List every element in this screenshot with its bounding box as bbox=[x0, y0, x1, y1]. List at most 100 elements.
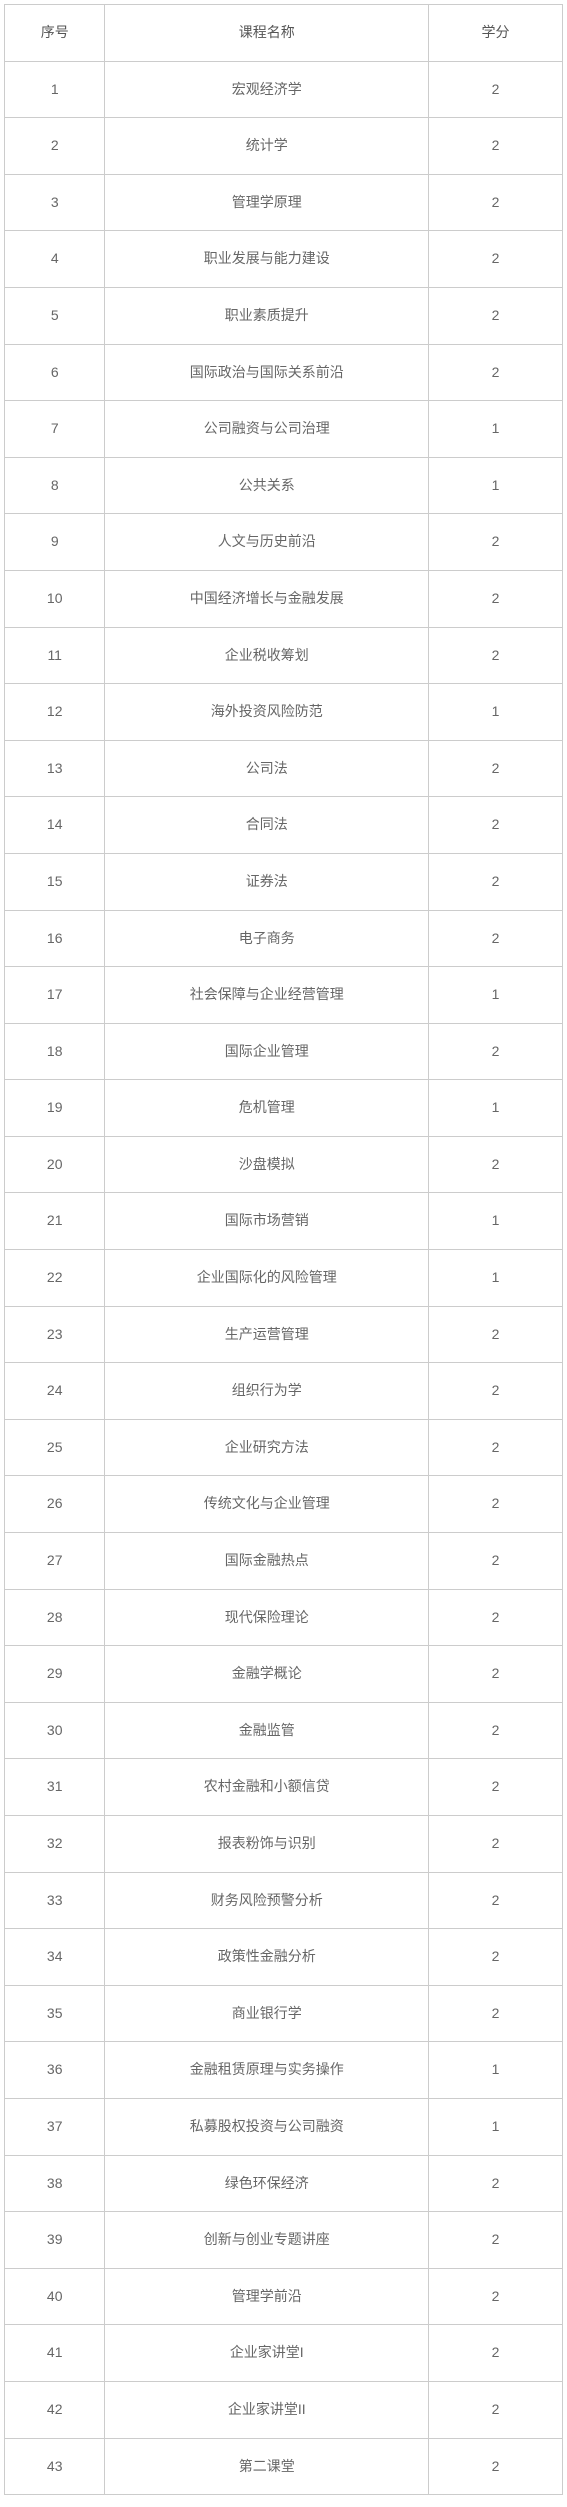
cell-course-name: 沙盘模拟 bbox=[105, 1136, 429, 1193]
table-row: 26传统文化与企业管理2 bbox=[5, 1476, 563, 1533]
cell-credit: 2 bbox=[429, 1702, 563, 1759]
cell-course-name: 宏观经济学 bbox=[105, 61, 429, 118]
table-row: 27国际金融热点2 bbox=[5, 1533, 563, 1590]
cell-course-name: 财务风险预警分析 bbox=[105, 1872, 429, 1929]
cell-index: 14 bbox=[5, 797, 105, 854]
table-row: 38绿色环保经济2 bbox=[5, 2155, 563, 2212]
cell-course-name: 商业银行学 bbox=[105, 1985, 429, 2042]
table-row: 17社会保障与企业经营管理1 bbox=[5, 967, 563, 1024]
cell-credit: 1 bbox=[429, 401, 563, 458]
cell-credit: 2 bbox=[429, 1363, 563, 1420]
cell-credit: 2 bbox=[429, 287, 563, 344]
cell-index: 36 bbox=[5, 2042, 105, 2099]
cell-course-name: 职业发展与能力建设 bbox=[105, 231, 429, 288]
col-header-name: 课程名称 bbox=[105, 5, 429, 62]
cell-course-name: 危机管理 bbox=[105, 1080, 429, 1137]
cell-course-name: 国际政治与国际关系前沿 bbox=[105, 344, 429, 401]
cell-index: 33 bbox=[5, 1872, 105, 1929]
cell-credit: 2 bbox=[429, 1929, 563, 1986]
cell-course-name: 创新与创业专题讲座 bbox=[105, 2212, 429, 2269]
cell-index: 24 bbox=[5, 1363, 105, 1420]
cell-index: 42 bbox=[5, 2381, 105, 2438]
table-row: 16电子商务2 bbox=[5, 910, 563, 967]
cell-course-name: 人文与历史前沿 bbox=[105, 514, 429, 571]
cell-credit: 1 bbox=[429, 1080, 563, 1137]
cell-credit: 2 bbox=[429, 1759, 563, 1816]
cell-course-name: 证券法 bbox=[105, 853, 429, 910]
cell-course-name: 企业家讲堂I bbox=[105, 2325, 429, 2382]
cell-index: 22 bbox=[5, 1250, 105, 1307]
cell-course-name: 农村金融和小额信贷 bbox=[105, 1759, 429, 1816]
cell-credit: 1 bbox=[429, 684, 563, 741]
table-row: 14合同法2 bbox=[5, 797, 563, 854]
cell-course-name: 海外投资风险防范 bbox=[105, 684, 429, 741]
cell-course-name: 电子商务 bbox=[105, 910, 429, 967]
cell-index: 5 bbox=[5, 287, 105, 344]
cell-course-name: 企业研究方法 bbox=[105, 1419, 429, 1476]
cell-index: 4 bbox=[5, 231, 105, 288]
cell-course-name: 企业税收筹划 bbox=[105, 627, 429, 684]
cell-index: 1 bbox=[5, 61, 105, 118]
table-row: 9人文与历史前沿2 bbox=[5, 514, 563, 571]
table-row: 10中国经济增长与金融发展2 bbox=[5, 570, 563, 627]
cell-index: 35 bbox=[5, 1985, 105, 2042]
cell-course-name: 国际金融热点 bbox=[105, 1533, 429, 1590]
table-row: 42企业家讲堂II2 bbox=[5, 2381, 563, 2438]
cell-credit: 1 bbox=[429, 1193, 563, 1250]
cell-course-name: 生产运营管理 bbox=[105, 1306, 429, 1363]
cell-credit: 1 bbox=[429, 2098, 563, 2155]
cell-credit: 2 bbox=[429, 627, 563, 684]
cell-credit: 2 bbox=[429, 1136, 563, 1193]
cell-index: 31 bbox=[5, 1759, 105, 1816]
cell-course-name: 私募股权投资与公司融资 bbox=[105, 2098, 429, 2155]
cell-course-name: 中国经济增长与金融发展 bbox=[105, 570, 429, 627]
table-row: 25企业研究方法2 bbox=[5, 1419, 563, 1476]
table-header-row: 序号 课程名称 学分 bbox=[5, 5, 563, 62]
cell-credit: 2 bbox=[429, 231, 563, 288]
cell-course-name: 管理学前沿 bbox=[105, 2268, 429, 2325]
table-row: 15证券法2 bbox=[5, 853, 563, 910]
table-row: 8公共关系1 bbox=[5, 457, 563, 514]
cell-credit: 2 bbox=[429, 2155, 563, 2212]
cell-course-name: 公司融资与公司治理 bbox=[105, 401, 429, 458]
table-row: 35商业银行学2 bbox=[5, 1985, 563, 2042]
table-row: 21国际市场营销1 bbox=[5, 1193, 563, 1250]
cell-index: 15 bbox=[5, 853, 105, 910]
table-row: 5职业素质提升2 bbox=[5, 287, 563, 344]
cell-index: 26 bbox=[5, 1476, 105, 1533]
table-row: 24组织行为学2 bbox=[5, 1363, 563, 1420]
cell-course-name: 统计学 bbox=[105, 118, 429, 175]
cell-index: 39 bbox=[5, 2212, 105, 2269]
table-row: 4职业发展与能力建设2 bbox=[5, 231, 563, 288]
cell-course-name: 金融学概论 bbox=[105, 1646, 429, 1703]
course-table: 序号 课程名称 学分 1宏观经济学22统计学23管理学原理24职业发展与能力建设… bbox=[4, 4, 563, 2495]
table-row: 33财务风险预警分析2 bbox=[5, 1872, 563, 1929]
cell-index: 8 bbox=[5, 457, 105, 514]
cell-index: 20 bbox=[5, 1136, 105, 1193]
course-table-body: 1宏观经济学22统计学23管理学原理24职业发展与能力建设25职业素质提升26国… bbox=[5, 61, 563, 2495]
cell-course-name: 政策性金融分析 bbox=[105, 1929, 429, 1986]
cell-index: 23 bbox=[5, 1306, 105, 1363]
cell-credit: 2 bbox=[429, 797, 563, 854]
cell-credit: 2 bbox=[429, 2268, 563, 2325]
cell-course-name: 国际市场营销 bbox=[105, 1193, 429, 1250]
cell-credit: 2 bbox=[429, 2438, 563, 2495]
cell-credit: 2 bbox=[429, 344, 563, 401]
table-row: 13公司法2 bbox=[5, 740, 563, 797]
cell-credit: 2 bbox=[429, 1646, 563, 1703]
table-row: 30金融监管2 bbox=[5, 1702, 563, 1759]
table-row: 40管理学前沿2 bbox=[5, 2268, 563, 2325]
cell-credit: 2 bbox=[429, 2212, 563, 2269]
cell-course-name: 绿色环保经济 bbox=[105, 2155, 429, 2212]
table-row: 22企业国际化的风险管理1 bbox=[5, 1250, 563, 1307]
cell-course-name: 组织行为学 bbox=[105, 1363, 429, 1420]
cell-credit: 2 bbox=[429, 118, 563, 175]
cell-index: 10 bbox=[5, 570, 105, 627]
cell-course-name: 社会保障与企业经营管理 bbox=[105, 967, 429, 1024]
cell-credit: 2 bbox=[429, 174, 563, 231]
cell-credit: 2 bbox=[429, 1419, 563, 1476]
cell-course-name: 第二课堂 bbox=[105, 2438, 429, 2495]
table-row: 39创新与创业专题讲座2 bbox=[5, 2212, 563, 2269]
cell-course-name: 传统文化与企业管理 bbox=[105, 1476, 429, 1533]
cell-index: 17 bbox=[5, 967, 105, 1024]
